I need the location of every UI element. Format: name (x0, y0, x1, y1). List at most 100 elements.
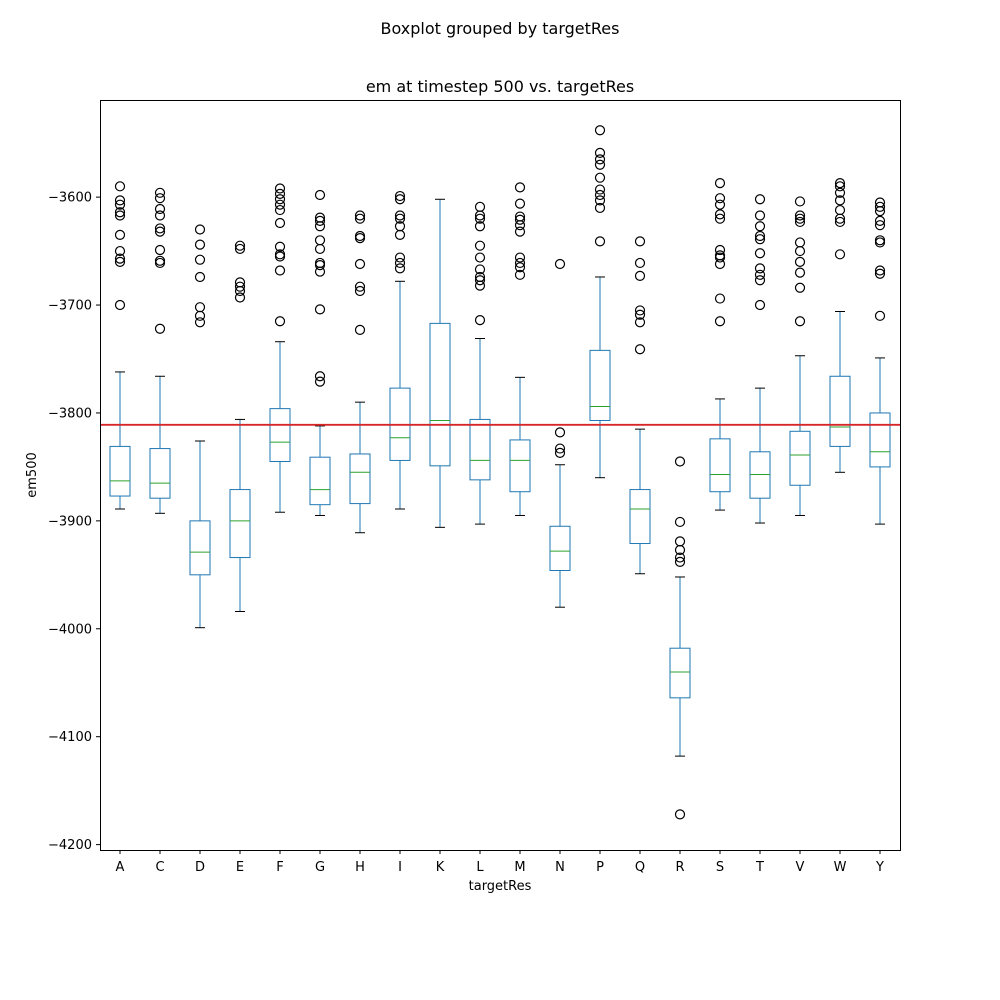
x-tick-label: M (514, 860, 525, 875)
outlier-point (554, 443, 566, 454)
outlier-point (394, 210, 406, 221)
outlier-point (674, 556, 686, 567)
outlier-point (474, 213, 486, 224)
outlier-point (394, 252, 406, 263)
outlier-point (794, 196, 806, 207)
box (589, 349, 611, 422)
outlier-point (154, 323, 166, 334)
chart-title: em at timestep 500 vs. targetRes (366, 77, 634, 96)
outlier-point (714, 177, 726, 189)
outlier-point (154, 244, 166, 256)
outlier-point (474, 275, 486, 286)
outlier-point (554, 427, 566, 438)
outlier-point (794, 216, 806, 228)
x-tick-label: A (116, 860, 125, 875)
outlier-point (794, 213, 806, 224)
outlier-point (794, 210, 806, 221)
outlier-point (234, 240, 246, 251)
y-tick-label: −4200 (48, 838, 92, 853)
outlier-point (514, 226, 526, 237)
outlier-point (314, 215, 326, 226)
outlier-point (194, 224, 206, 235)
outlier-point (114, 195, 126, 206)
chart-suptitle: Boxplot grouped by targetRes (381, 19, 620, 38)
box (149, 448, 171, 499)
outlier-point (354, 233, 366, 244)
outlier-point (874, 310, 886, 321)
outlier-point (874, 237, 886, 248)
y-axis-label: em500 (25, 452, 40, 497)
outlier-point (314, 189, 326, 201)
outlier-point (754, 263, 766, 274)
outlier-point (834, 216, 846, 228)
outlier-point (634, 257, 646, 269)
outlier-point (754, 234, 766, 245)
x-tick-label: N (555, 860, 565, 875)
outlier-point (274, 188, 286, 199)
outlier-point (274, 316, 286, 327)
outlier-point (394, 257, 406, 269)
outlier-point (274, 183, 286, 194)
outlier-point (874, 265, 886, 276)
outlier-point (154, 203, 166, 215)
box (749, 451, 771, 499)
outlier-point (194, 254, 206, 265)
outlier-point (194, 271, 206, 283)
outlier-point (114, 199, 126, 210)
outlier-point (354, 324, 366, 335)
x-tick-label: Y (875, 860, 884, 875)
outlier-point (794, 282, 806, 293)
box (429, 322, 451, 467)
outlier-point (874, 215, 886, 226)
outlier-point (594, 236, 606, 247)
x-tick-label: P (596, 860, 604, 875)
outlier-point (794, 267, 806, 278)
outlier-point (754, 269, 766, 280)
plot-area: −3600 −3700 −3800 −3900 −4000 −4100 −4200 A C D E F… (48, 125, 900, 875)
outlier-point (834, 177, 846, 189)
outlier-point (514, 262, 526, 273)
outlier-point (714, 252, 726, 263)
outlier-point (874, 206, 886, 217)
y-tick-label: −3800 (48, 406, 92, 421)
outlier-point (314, 266, 326, 277)
outlier-point (714, 258, 726, 270)
x-tick-label: F (276, 860, 283, 875)
outlier-point (314, 376, 326, 387)
outlier-point (194, 310, 206, 321)
outlier-point (634, 236, 646, 247)
outlier-point (834, 187, 846, 198)
outlier-point (274, 265, 286, 276)
outlier-point (514, 220, 526, 231)
outlier-point (714, 199, 726, 210)
outlier-point (114, 256, 126, 267)
outlier-point (554, 258, 566, 270)
box (869, 412, 891, 468)
box (269, 408, 291, 463)
box (309, 456, 331, 506)
outlier-point (314, 260, 326, 271)
outlier-point (154, 223, 166, 234)
outlier-point (834, 181, 846, 192)
outlier-point (314, 221, 326, 232)
y-tick-label: −3900 (48, 514, 92, 529)
x-tick-label: Q (635, 860, 645, 875)
outlier-point (394, 229, 406, 240)
outlier-point (594, 125, 606, 136)
outlier-point (634, 317, 646, 328)
outlier-point (354, 285, 366, 297)
outlier-point (634, 270, 646, 281)
y-tick-label: −3600 (48, 191, 92, 206)
outlier-point (834, 213, 846, 224)
outlier-point (394, 213, 406, 224)
outlier-point (114, 207, 126, 218)
outlier-point (194, 317, 206, 328)
outlier-point (874, 220, 886, 231)
outlier-point (354, 213, 366, 224)
outlier-point (154, 257, 166, 269)
box (229, 489, 251, 559)
outlier-point (354, 258, 366, 270)
outlier-point (594, 154, 606, 165)
